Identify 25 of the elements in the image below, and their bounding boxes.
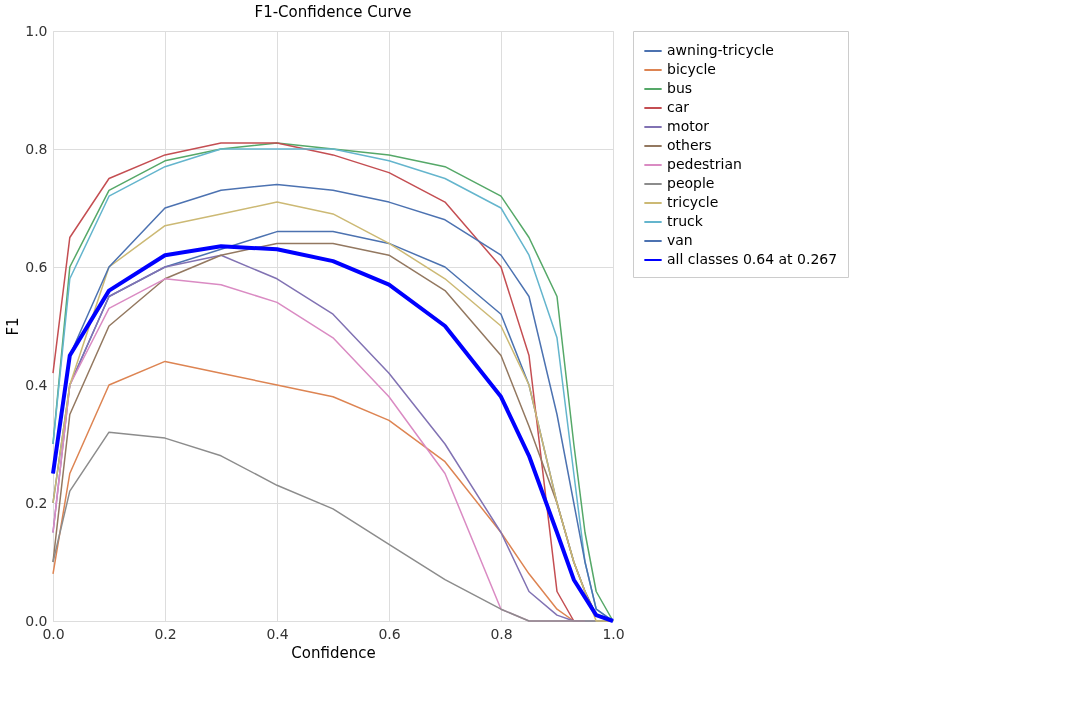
x-tick-label: 0.4: [266, 625, 289, 642]
x-tick-label: 0.2: [154, 625, 177, 642]
y-tick-label: 0.8: [25, 140, 48, 157]
y-axis-title: F1: [4, 317, 23, 336]
legend-label: all classes 0.64 at 0.267: [667, 251, 838, 267]
legend-label: car: [667, 99, 690, 115]
y-tick-label: 1.0: [25, 22, 48, 39]
legend-label: awning-tricycle: [667, 42, 774, 58]
x-tick-label: 1.0: [602, 625, 625, 642]
y-tick-label: 0.4: [25, 376, 48, 393]
legend-label: others: [667, 137, 712, 153]
legend-label: truck: [667, 213, 704, 229]
chart-title: F1-Confidence Curve: [254, 3, 412, 21]
legend-label: motor: [667, 118, 710, 134]
y-tick-label: 0.6: [25, 258, 48, 275]
x-tick-label: 0.6: [378, 625, 401, 642]
legend-label: people: [667, 175, 715, 191]
x-axis-title: Confidence: [291, 643, 376, 662]
legend-label: tricycle: [667, 194, 719, 210]
y-tick-label: 0.2: [25, 494, 48, 511]
x-tick-label: 0.8: [490, 625, 513, 642]
legend-label: bus: [667, 80, 693, 96]
legend-label: van: [667, 232, 693, 248]
legend-label: pedestrian: [667, 156, 742, 172]
legend-label: bicycle: [667, 61, 716, 77]
